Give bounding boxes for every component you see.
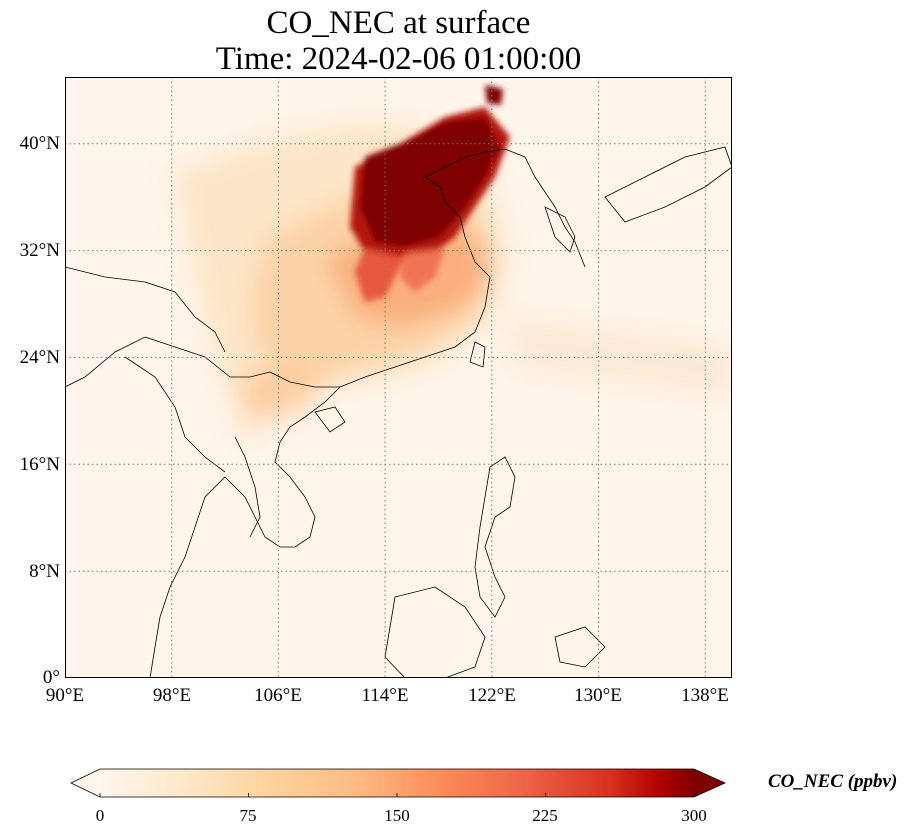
map-plot [65, 77, 732, 678]
colorbar-tick-225: 225 [532, 806, 558, 825]
colorbar-tick-75: 75 [239, 806, 257, 825]
map-title: CO_NEC at surface [266, 5, 531, 41]
colorbar-label: CO_NEC (ppbv) [768, 771, 898, 792]
lon-tick-114e: 114°E [361, 685, 409, 706]
lon-tick-130e: 130°E [574, 685, 622, 706]
lat-tick-24n: 24°N [19, 347, 60, 368]
lat-tick-8n: 8°N [29, 561, 60, 582]
lat-tick-0: 0° [42, 667, 60, 688]
lat-tick-32n: 32°N [19, 240, 60, 261]
colorbar-extend-high [694, 769, 725, 797]
colorbar-tick-150: 150 [384, 806, 410, 825]
lon-tick-138e: 138°E [681, 685, 729, 706]
lat-tick-16n: 16°N [19, 454, 60, 475]
map-subtitle-time: Time: 2024-02-06 01:00:00 [215, 41, 582, 77]
colorbar-tick-0: 0 [95, 806, 105, 825]
colorbar-gradient [100, 769, 694, 797]
concentration-core [350, 85, 510, 302]
lon-tick-122e: 122°E [468, 685, 516, 706]
colorbar [70, 768, 726, 798]
lon-tick-98e: 98°E [152, 685, 192, 706]
coastlines [65, 146, 732, 678]
colorbar-tick-300: 300 [681, 806, 707, 825]
lon-tick-106e: 106°E [254, 685, 302, 706]
lat-tick-40n: 40°N [19, 133, 60, 154]
lon-tick-90e: 90°E [45, 685, 85, 706]
gridlines [65, 77, 732, 678]
colorbar-extend-low [71, 769, 100, 797]
